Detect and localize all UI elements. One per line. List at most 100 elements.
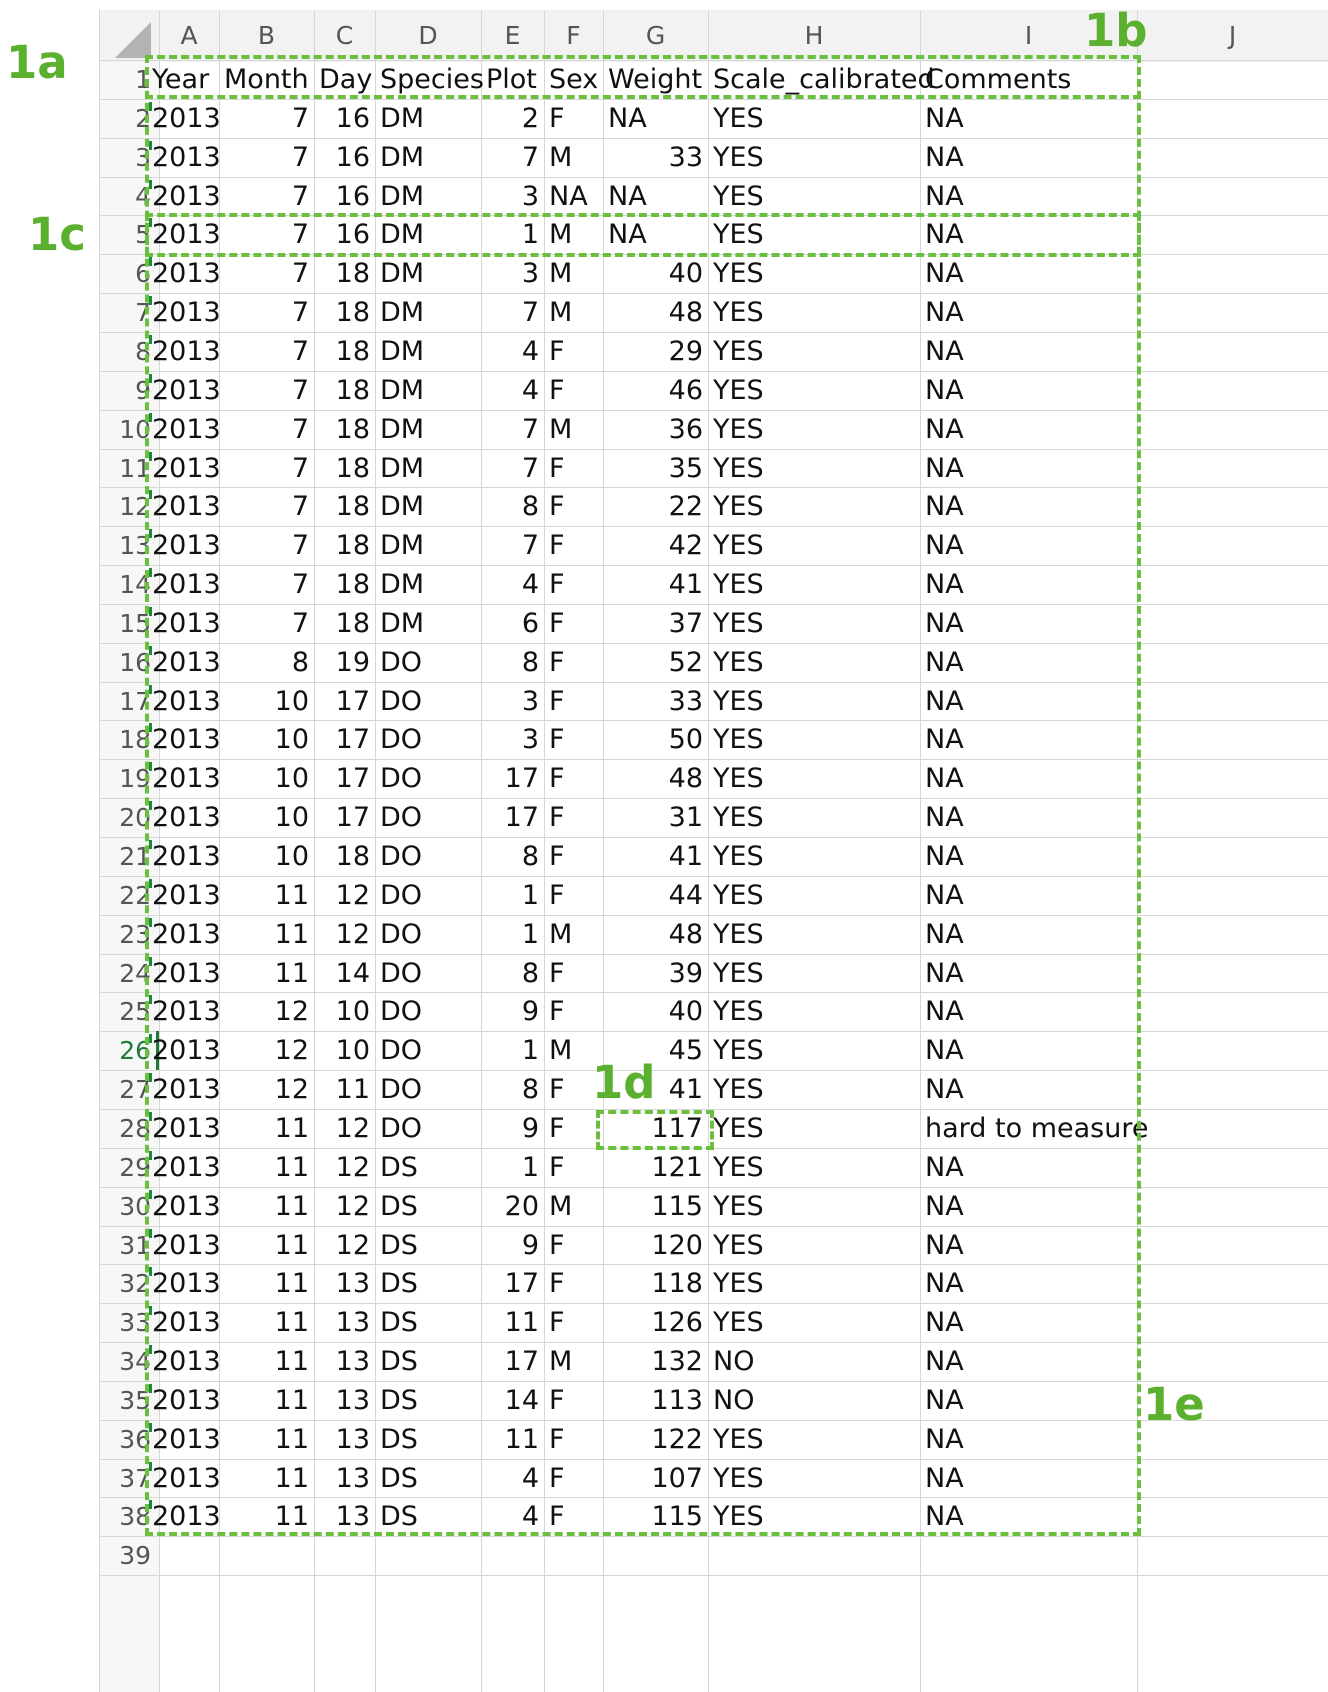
table-cell[interactable]: NA	[925, 103, 964, 134]
table-cell[interactable]: 18	[335, 258, 370, 289]
table-cell[interactable]: 7	[521, 530, 539, 561]
table-cell[interactable]: 12	[335, 1152, 370, 1183]
table-cell[interactable]: 132	[651, 1346, 703, 1377]
header-cell[interactable]: Species	[380, 64, 484, 95]
table-cell[interactable]: 11	[274, 1113, 309, 1144]
table-cell[interactable]: 117	[651, 1113, 703, 1144]
table-cell[interactable]: 4	[521, 1463, 539, 1494]
table-cell[interactable]: 4	[521, 336, 539, 367]
table-cell[interactable]: 11	[274, 919, 309, 950]
table-cell[interactable]: NA	[925, 1424, 964, 1455]
row-header-36[interactable]: 36	[119, 1425, 151, 1454]
table-cell[interactable]: 35	[668, 453, 703, 484]
table-cell[interactable]: 14	[335, 958, 370, 989]
table-cell[interactable]: 18	[335, 569, 370, 600]
table-cell[interactable]: YES	[713, 142, 764, 173]
table-cell[interactable]: 7	[291, 569, 309, 600]
table-cell[interactable]: 33	[668, 686, 703, 717]
table-cell[interactable]: 11	[274, 880, 309, 911]
table-cell[interactable]: 7	[291, 453, 309, 484]
row-header-30[interactable]: 30	[119, 1192, 151, 1221]
table-cell[interactable]: 2013	[152, 103, 221, 134]
table-cell[interactable]: 39	[668, 958, 703, 989]
table-cell[interactable]: 2013	[152, 608, 221, 639]
table-cell[interactable]: 2013	[152, 1113, 221, 1144]
table-cell[interactable]: NA	[925, 841, 964, 872]
table-cell[interactable]: NA	[925, 453, 964, 484]
table-cell[interactable]: 18	[335, 608, 370, 639]
table-cell[interactable]: DO	[380, 763, 423, 794]
table-cell[interactable]: YES	[713, 1191, 764, 1222]
table-cell[interactable]: F	[549, 647, 565, 678]
table-cell[interactable]: DM	[380, 375, 425, 406]
table-cell[interactable]: F	[549, 1501, 565, 1532]
table-cell[interactable]: 11	[274, 1191, 309, 1222]
table-cell[interactable]: 17	[504, 1268, 539, 1299]
table-cell[interactable]: 10	[274, 802, 309, 833]
table-cell[interactable]: NA	[925, 491, 964, 522]
table-cell[interactable]: 2013	[152, 802, 221, 833]
table-cell[interactable]: YES	[713, 686, 764, 717]
table-cell[interactable]: 2013	[152, 375, 221, 406]
table-cell[interactable]: 11	[274, 1307, 309, 1338]
table-cell[interactable]: DM	[380, 569, 425, 600]
table-cell[interactable]: DM	[380, 297, 425, 328]
table-cell[interactable]: 41	[668, 569, 703, 600]
table-cell[interactable]: DS	[380, 1501, 418, 1532]
table-cell[interactable]: DM	[380, 491, 425, 522]
table-cell[interactable]: 13	[335, 1307, 370, 1338]
table-cell[interactable]: F	[549, 1307, 565, 1338]
table-cell[interactable]: YES	[713, 103, 764, 134]
table-cell[interactable]: YES	[713, 763, 764, 794]
table-cell[interactable]: M	[549, 297, 573, 328]
table-cell[interactable]: YES	[713, 1424, 764, 1455]
row-header-25[interactable]: 25	[119, 997, 151, 1026]
table-cell[interactable]: 7	[291, 142, 309, 173]
table-cell[interactable]: 2013	[152, 530, 221, 561]
table-cell[interactable]: M	[549, 142, 573, 173]
table-cell[interactable]: NA	[925, 1307, 964, 1338]
table-cell[interactable]: 2013	[152, 1501, 221, 1532]
table-cell[interactable]: 13	[335, 1501, 370, 1532]
row-header-1[interactable]: 1	[135, 65, 151, 94]
header-cell[interactable]: Weight	[608, 64, 703, 95]
table-cell[interactable]: 11	[274, 1463, 309, 1494]
table-cell[interactable]: 7	[291, 219, 309, 250]
table-cell[interactable]: 17	[504, 1346, 539, 1377]
table-cell[interactable]: YES	[713, 1230, 764, 1261]
table-cell[interactable]: 8	[521, 1074, 539, 1105]
table-cell[interactable]: F	[549, 841, 565, 872]
table-cell[interactable]: 2013	[152, 996, 221, 1027]
table-cell[interactable]: DS	[380, 1307, 418, 1338]
table-cell[interactable]: M	[549, 1346, 573, 1377]
table-cell[interactable]: 46	[668, 375, 703, 406]
row-header-12[interactable]: 12	[119, 492, 151, 521]
table-cell[interactable]: YES	[713, 336, 764, 367]
table-cell[interactable]: 12	[335, 919, 370, 950]
table-cell[interactable]: 10	[274, 841, 309, 872]
table-cell[interactable]: NA	[925, 1346, 964, 1377]
table-cell[interactable]: 9	[521, 996, 539, 1027]
table-cell[interactable]: YES	[713, 453, 764, 484]
table-cell[interactable]: 2013	[152, 1152, 221, 1183]
table-cell[interactable]: 11	[274, 1346, 309, 1377]
table-cell[interactable]: YES	[713, 491, 764, 522]
row-header-20[interactable]: 20	[119, 803, 151, 832]
table-cell[interactable]: 16	[335, 142, 370, 173]
row-header-4[interactable]: 4	[135, 182, 151, 211]
table-cell[interactable]: 17	[504, 802, 539, 833]
table-cell[interactable]: NA	[925, 608, 964, 639]
table-cell[interactable]: 40	[668, 258, 703, 289]
table-cell[interactable]: DS	[380, 1191, 418, 1222]
table-cell[interactable]: YES	[713, 297, 764, 328]
table-cell[interactable]: F	[549, 802, 565, 833]
table-cell[interactable]: DM	[380, 414, 425, 445]
table-cell[interactable]: 2013	[152, 841, 221, 872]
row-header-34[interactable]: 34	[119, 1347, 151, 1376]
column-header-d[interactable]: D	[418, 21, 438, 50]
table-cell[interactable]: F	[549, 1113, 565, 1144]
table-cell[interactable]: 36	[668, 414, 703, 445]
column-header-g[interactable]: G	[645, 21, 666, 50]
table-cell[interactable]: 3	[521, 258, 539, 289]
table-cell[interactable]: M	[549, 919, 573, 950]
